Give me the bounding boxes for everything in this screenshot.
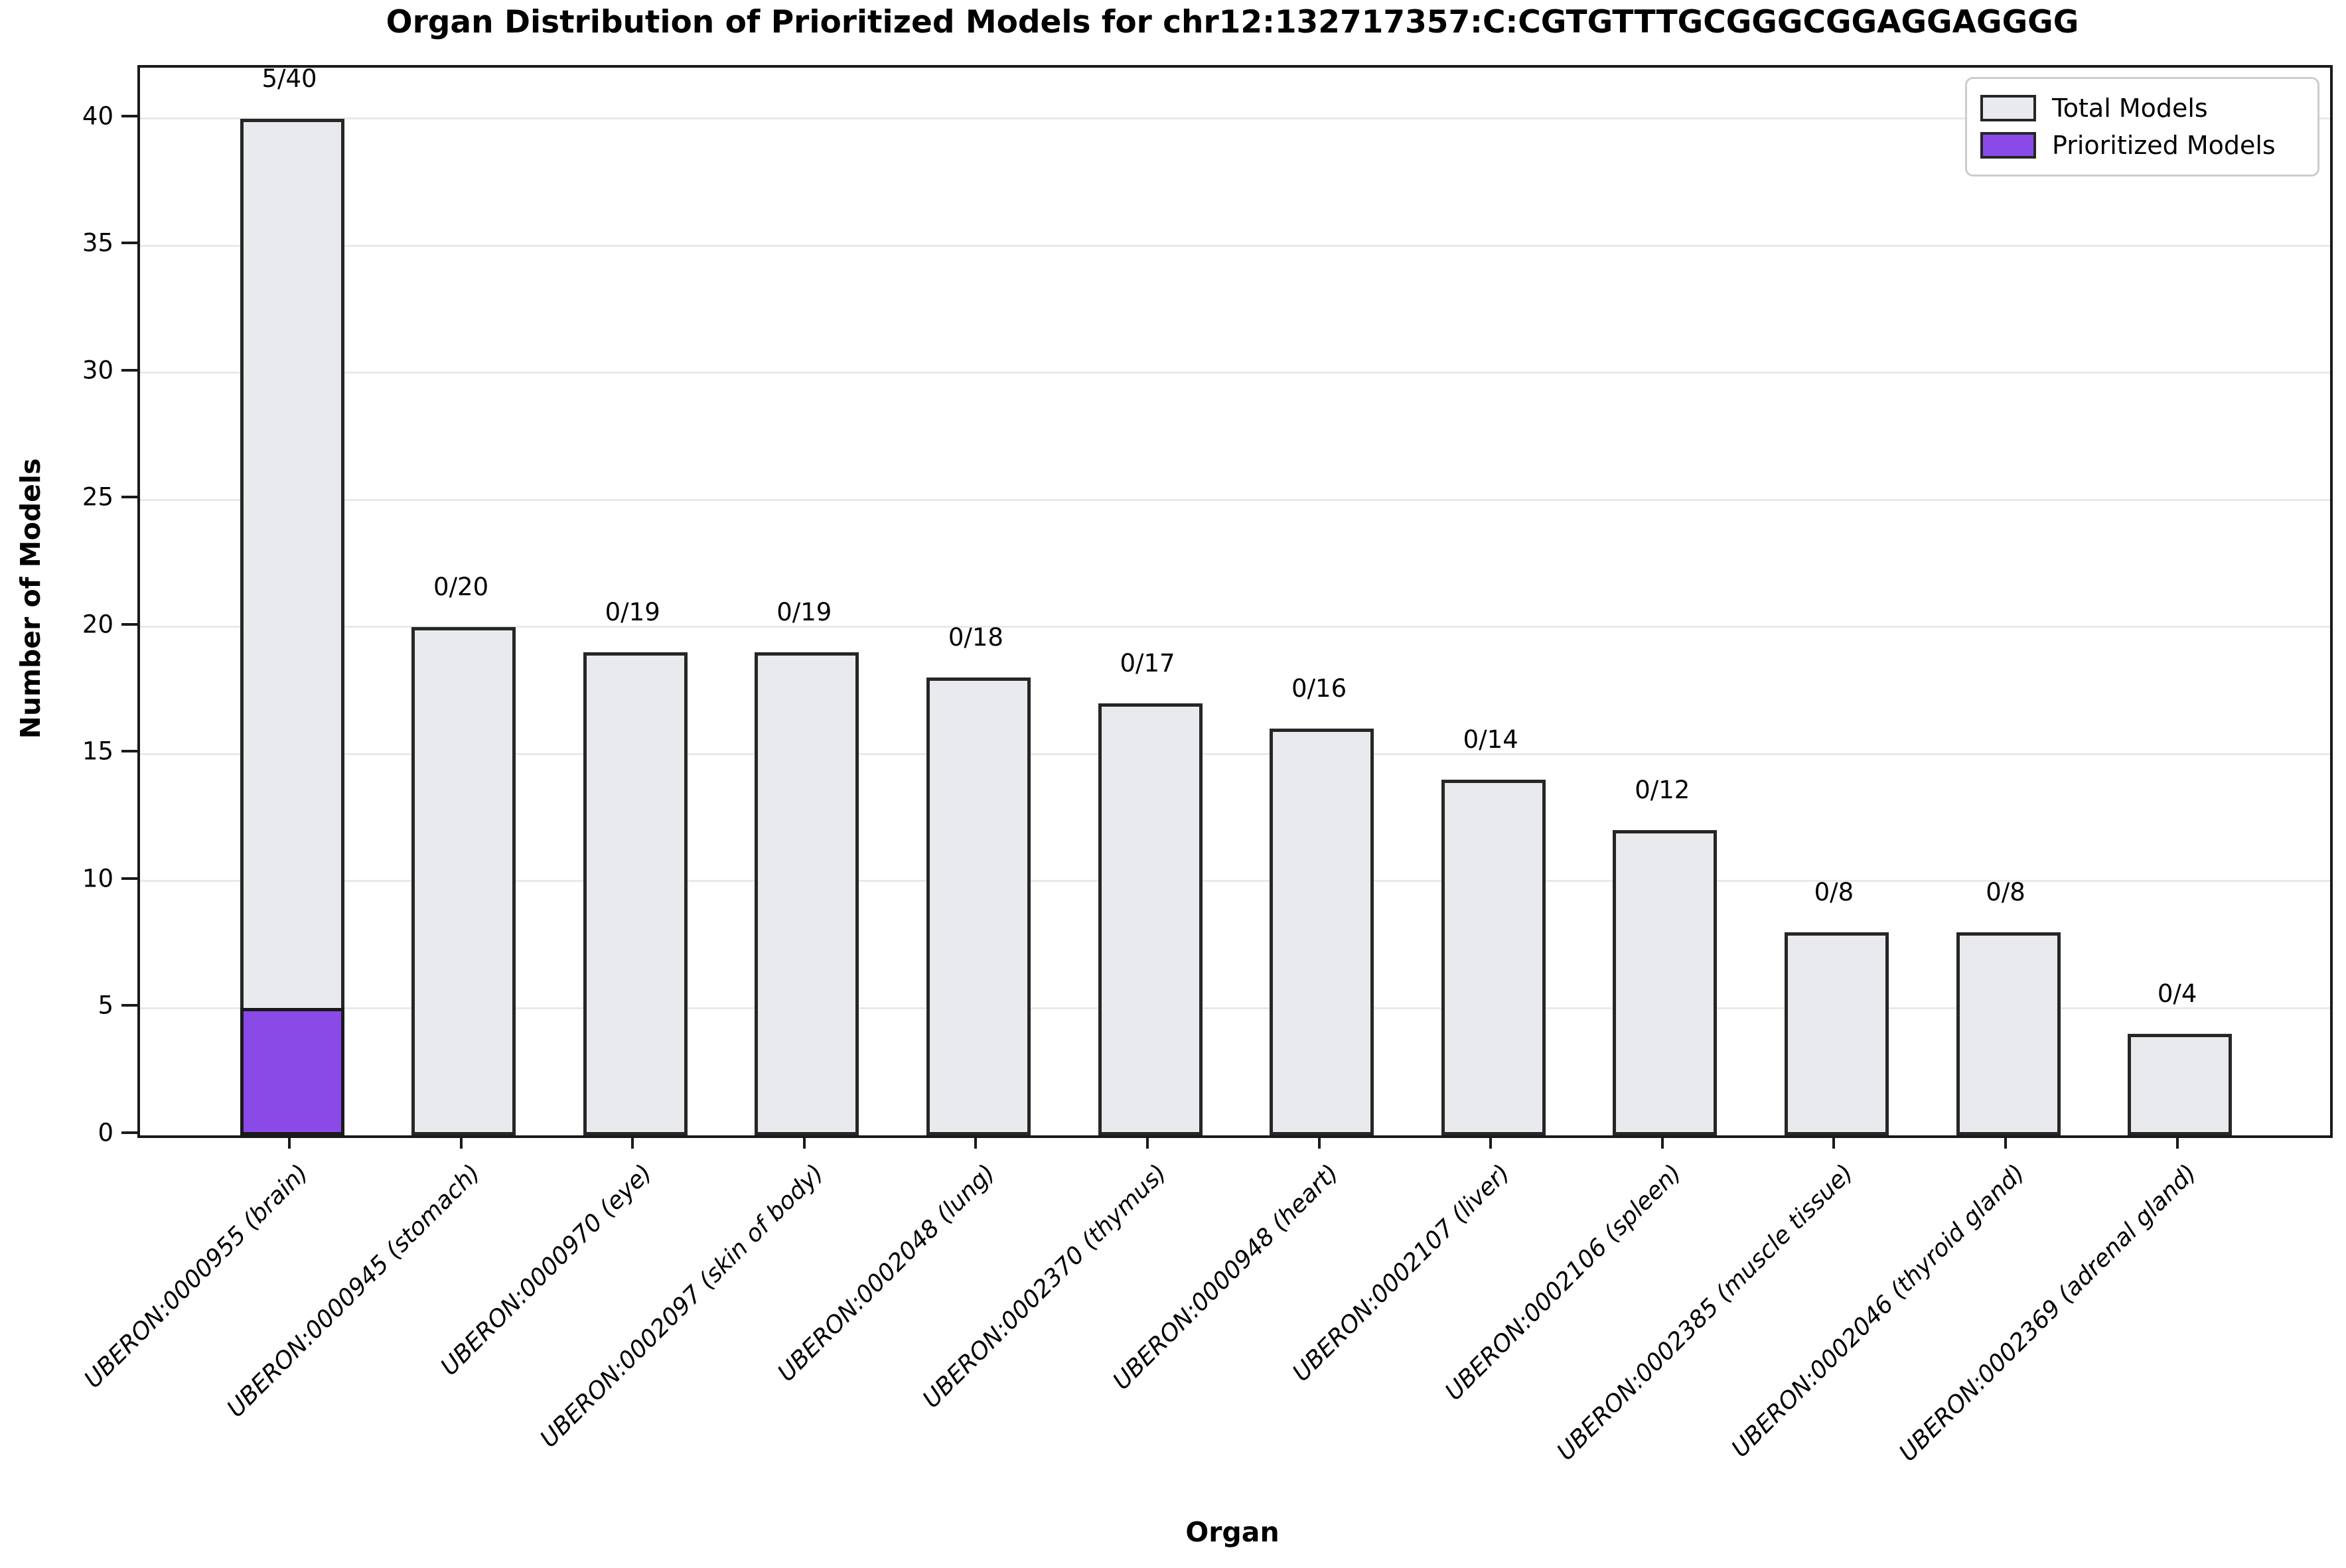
bar-total: [1270, 729, 1374, 1135]
y-tick-mark: [121, 368, 137, 372]
gridline-y15: [140, 752, 2330, 755]
gridline-y10: [140, 880, 2330, 883]
y-tick-mark: [121, 114, 137, 117]
x-tick-mark: [1146, 1135, 1149, 1149]
bar-total: [926, 677, 1031, 1135]
bar-value-label: 0/4: [2157, 979, 2197, 1008]
bar-total: [1956, 932, 2061, 1135]
bar-value-label: 5/40: [261, 64, 317, 93]
bar-value-label: 0/8: [1986, 877, 2025, 906]
legend-row: Prioritized Models: [1980, 127, 2304, 164]
gridline-y40: [140, 117, 2330, 120]
y-tick-label: 20: [82, 610, 113, 639]
bar-value-label: 0/19: [776, 598, 832, 627]
y-tick-mark: [121, 242, 137, 245]
legend-label: Total Models: [2052, 94, 2208, 123]
legend-swatch: [1980, 132, 2036, 159]
chart-title: Organ Distribution of Prioritized Models…: [386, 4, 2079, 40]
x-tick-mark: [288, 1135, 291, 1149]
legend-label: Prioritized Models: [2052, 131, 2276, 160]
bar-value-label: 0/16: [1291, 674, 1347, 703]
bar-total: [1098, 703, 1203, 1135]
x-tick-mark: [2175, 1135, 2179, 1149]
y-tick-label: 35: [82, 228, 113, 257]
x-tick-label: UBERON:0002369 (adrenal gland): [1893, 1159, 2202, 1467]
x-axis-label: Organ: [1185, 1516, 1280, 1548]
y-tick-mark: [121, 877, 137, 880]
y-tick-label: 15: [82, 737, 113, 766]
x-tick-mark: [1489, 1135, 1493, 1149]
y-tick-mark: [121, 622, 137, 626]
bar-total: [583, 652, 688, 1135]
x-tick-mark: [1660, 1135, 1664, 1149]
gridline-y20: [140, 626, 2330, 628]
gridline-y25: [140, 498, 2330, 501]
y-tick-label: 40: [82, 102, 113, 131]
y-axis-label: Number of Models: [15, 458, 46, 739]
plot-area: [137, 65, 2333, 1138]
y-tick-mark: [121, 1004, 137, 1007]
bar-value-label: 0/20: [433, 572, 489, 601]
y-tick-label: 5: [98, 991, 113, 1020]
bar-total: [240, 118, 344, 1135]
gridline-y30: [140, 372, 2330, 374]
legend-row: Total Models: [1980, 90, 2304, 127]
x-tick-label: UBERON:0002046 (thyroid gland): [1726, 1159, 2030, 1463]
legend: Total Models Prioritized Models: [1965, 77, 2319, 177]
x-tick-mark: [631, 1135, 634, 1149]
y-tick-label: 30: [82, 356, 113, 385]
gridline-y35: [140, 244, 2330, 247]
bar-prioritized: [240, 1008, 344, 1135]
bar-value-label: 0/17: [1120, 648, 1175, 677]
bar-total: [1613, 830, 1718, 1135]
y-tick-mark: [121, 496, 137, 499]
x-tick-mark: [802, 1135, 806, 1149]
gridline-y5: [140, 1007, 2330, 1009]
bar-total: [411, 626, 516, 1135]
y-tick-label: 25: [82, 482, 113, 512]
bar-total: [1784, 932, 1889, 1135]
x-tick-mark: [974, 1135, 978, 1149]
bar-value-label: 0/12: [1635, 776, 1690, 805]
y-tick-mark: [121, 1131, 137, 1134]
x-tick-mark: [1317, 1135, 1321, 1149]
bar-total: [755, 652, 859, 1135]
x-tick-label: UBERON:0002097 (skin of body): [535, 1159, 829, 1453]
legend-swatch: [1980, 95, 2036, 121]
x-tick-mark: [1832, 1135, 1836, 1149]
bar-total: [2128, 1033, 2233, 1135]
x-tick-mark: [459, 1135, 463, 1149]
bar-value-label: 0/18: [948, 623, 1003, 652]
y-tick-label: 10: [82, 864, 113, 893]
bar-value-label: 0/8: [1814, 877, 1854, 906]
y-tick-mark: [121, 750, 137, 753]
bar-total: [1441, 779, 1546, 1135]
bar-value-label: 0/14: [1463, 725, 1518, 754]
bar-value-label: 0/19: [605, 598, 660, 627]
x-tick-mark: [2004, 1135, 2007, 1149]
x-tick-label: UBERON:0002385 (muscle tissue): [1552, 1159, 1859, 1466]
y-tick-label: 0: [98, 1118, 113, 1147]
